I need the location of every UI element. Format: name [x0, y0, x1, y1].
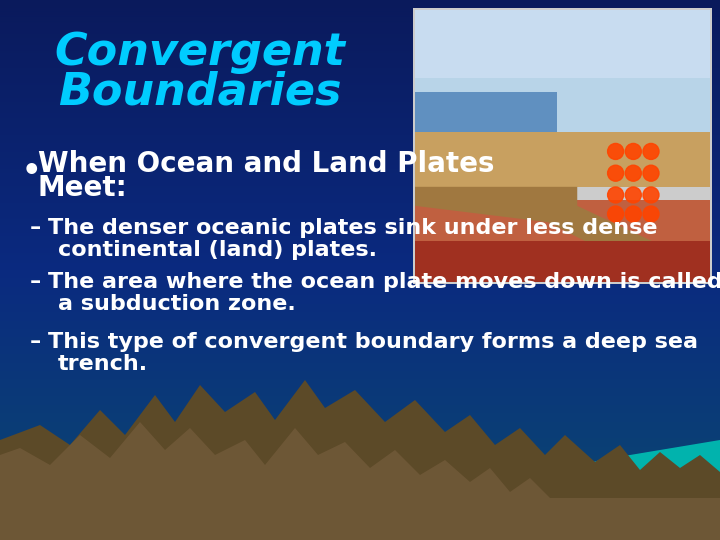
- Text: Meet:: Meet:: [38, 174, 127, 202]
- Circle shape: [643, 144, 659, 159]
- Text: The denser oceanic plates sink under less dense: The denser oceanic plates sink under les…: [48, 218, 657, 238]
- Circle shape: [625, 206, 642, 222]
- Text: When Ocean and Land Plates: When Ocean and Land Plates: [38, 150, 495, 178]
- Text: –: –: [30, 218, 41, 238]
- Circle shape: [608, 144, 624, 159]
- Circle shape: [625, 165, 642, 181]
- Text: –: –: [30, 332, 41, 352]
- Circle shape: [625, 187, 642, 203]
- Circle shape: [608, 206, 624, 222]
- Circle shape: [608, 165, 624, 181]
- Bar: [413, 8, 712, 284]
- Bar: [415, 241, 710, 282]
- Text: The area where the ocean plate moves down is called: The area where the ocean plate moves dow…: [48, 272, 720, 292]
- Bar: [415, 200, 710, 282]
- Circle shape: [608, 187, 624, 203]
- Text: •: •: [22, 158, 42, 186]
- Text: continental (land) plates.: continental (land) plates.: [58, 240, 377, 260]
- Polygon shape: [480, 440, 720, 540]
- Bar: [415, 132, 710, 187]
- Circle shape: [643, 187, 659, 203]
- Polygon shape: [0, 380, 720, 540]
- Text: a subduction zone.: a subduction zone.: [58, 294, 296, 314]
- Polygon shape: [0, 422, 720, 540]
- Text: trench.: trench.: [58, 354, 148, 374]
- Circle shape: [643, 206, 659, 222]
- Circle shape: [625, 144, 642, 159]
- Bar: [415, 10, 710, 140]
- Circle shape: [643, 165, 659, 181]
- Bar: [415, 92, 557, 140]
- Bar: [480, 525, 720, 540]
- Text: Convergent: Convergent: [55, 30, 346, 73]
- Text: This type of convergent boundary forms a deep sea: This type of convergent boundary forms a…: [48, 332, 698, 352]
- Text: Boundaries: Boundaries: [58, 71, 342, 113]
- Text: –: –: [30, 272, 41, 292]
- Polygon shape: [415, 187, 710, 282]
- Bar: [415, 10, 710, 78]
